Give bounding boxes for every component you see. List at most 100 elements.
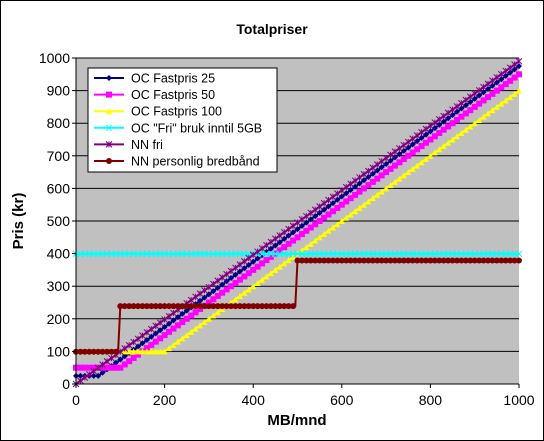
data-point-marker: [130, 303, 137, 310]
data-point-marker: [516, 63, 522, 70]
data-point-marker: [227, 267, 235, 275]
data-point-marker: [108, 364, 115, 371]
data-point-marker: [325, 257, 332, 264]
data-point-marker: [241, 303, 248, 310]
data-point-marker: [156, 319, 164, 327]
data-point-marker: [117, 364, 124, 371]
data-point-marker: [77, 372, 84, 379]
data-point-marker: [449, 120, 456, 127]
data-point-marker: [245, 286, 252, 293]
legend-box: [87, 67, 278, 173]
data-point-marker: [259, 276, 266, 283]
data-point-marker: [99, 369, 106, 376]
data-point-marker: [343, 214, 350, 221]
data-point-marker: [453, 116, 460, 123]
data-point-marker: [170, 325, 177, 332]
data-point-marker: [489, 82, 496, 89]
data-point-marker: [453, 108, 460, 115]
data-point-marker: [365, 257, 372, 264]
data-point-marker: [205, 283, 213, 291]
data-point-marker: [281, 260, 288, 267]
data-point-marker: [245, 254, 253, 262]
data-point-marker: [405, 144, 412, 151]
data-point-marker: [241, 265, 248, 272]
data-point-marker: [352, 208, 359, 215]
data-point-marker: [307, 257, 314, 264]
data-point-marker: [280, 228, 288, 236]
legend-label: OC "Fri" bruk inntil 5GB: [131, 121, 262, 135]
data-point-marker: [369, 164, 377, 172]
data-point-marker: [418, 159, 425, 166]
data-point-marker: [498, 84, 505, 91]
data-point-marker: [462, 110, 469, 117]
data-point-marker: [476, 257, 483, 264]
data-point-marker: [365, 198, 372, 205]
y-tick-label: 600: [47, 180, 71, 196]
data-point-marker: [139, 348, 146, 355]
data-point-marker: [179, 303, 186, 310]
data-point-marker: [183, 303, 190, 310]
data-point-marker: [285, 225, 292, 233]
data-point-marker: [396, 257, 403, 264]
data-point-marker: [272, 303, 279, 310]
data-point-marker: [303, 244, 310, 251]
legend-entry: OC "Fri" bruk inntil 5GB: [94, 121, 262, 135]
data-point-marker: [396, 159, 403, 166]
data-point-marker: [449, 112, 456, 119]
data-point-marker: [294, 234, 301, 241]
data-point-marker: [183, 315, 190, 322]
data-point-marker: [431, 125, 438, 132]
data-point-marker: [405, 169, 412, 176]
data-point-marker: [289, 222, 297, 230]
data-point-marker: [250, 266, 257, 273]
data-point-marker: [502, 257, 509, 264]
data-point-marker: [130, 348, 137, 355]
data-point-marker: [134, 335, 142, 343]
data-point-marker: [391, 154, 398, 161]
data-point-marker: [414, 138, 421, 145]
data-point-marker: [77, 348, 84, 355]
data-point-marker: [281, 303, 288, 310]
data-point-marker: [166, 345, 173, 352]
data-point-marker: [183, 332, 190, 339]
data-point-marker: [325, 211, 332, 218]
data-point-marker: [228, 283, 235, 290]
data-point-marker: [245, 270, 252, 277]
data-point-marker: [409, 135, 417, 143]
data-point-marker: [400, 257, 407, 264]
data-point-marker: [338, 218, 345, 224]
data-point-marker: [210, 303, 217, 310]
data-point-marker: [418, 143, 425, 150]
data-point-marker: [303, 227, 310, 234]
data-point-marker: [506, 64, 514, 72]
data-point-marker: [325, 227, 332, 234]
data-point-marker: [86, 364, 93, 371]
data-point-marker: [507, 69, 514, 76]
data-point-marker: [449, 136, 456, 143]
data-point-marker: [271, 235, 279, 243]
data-point-marker: [77, 377, 84, 385]
data-point-marker: [427, 122, 434, 130]
data-point-marker: [130, 338, 137, 346]
data-point-marker: [201, 287, 208, 294]
data-point-marker: [267, 253, 274, 260]
data-point-marker: [245, 262, 252, 269]
legend: OC Fastpris 25 OC Fastpris 50 OC Fastpris …: [87, 67, 278, 173]
data-point-marker: [106, 108, 112, 115]
data-point-marker: [210, 296, 217, 303]
data-point-marker: [511, 74, 518, 81]
data-point-marker: [414, 257, 421, 264]
data-point-marker: [507, 77, 514, 84]
data-point-marker: [254, 248, 261, 256]
data-point-marker: [219, 303, 226, 310]
data-point-marker: [157, 335, 164, 342]
data-point-marker: [81, 364, 88, 371]
data-point-marker: [325, 203, 332, 210]
data-point-marker: [139, 332, 146, 339]
data-point-marker: [383, 257, 390, 264]
data-point-marker: [112, 359, 119, 366]
series-nn-personlig-bredb-nd: [73, 257, 522, 355]
data-point-marker: [484, 257, 491, 264]
data-point-marker: [516, 87, 522, 94]
data-point-marker: [365, 167, 372, 175]
